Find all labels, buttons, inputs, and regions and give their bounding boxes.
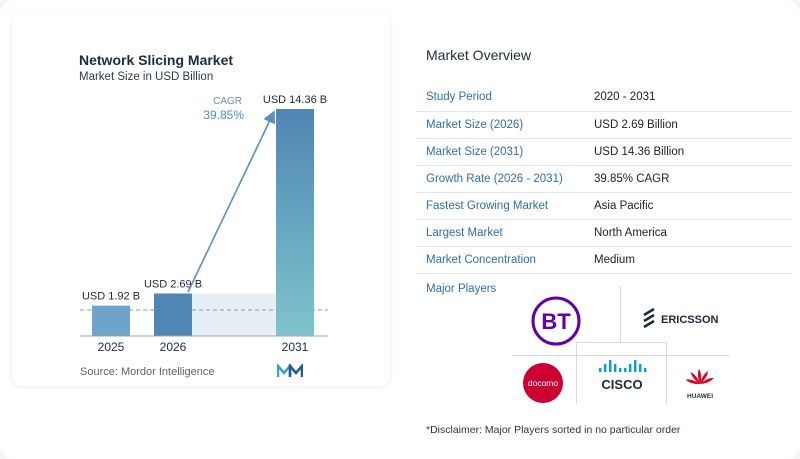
cisco-bar [639,364,642,372]
overview-key: Fastest Growing Market [416,192,584,220]
docomo-logo: docomo [523,363,563,403]
overview-key: Market Size (2031) [416,138,584,166]
x-tick-label-2025: 2025 [98,340,125,354]
overview-row: Market Size (2026) USD 2.69 Billion [416,111,792,139]
x-tick-label-2031: 2031 [282,340,309,354]
overview-row: Market Size (2031) USD 14.36 Billion [416,138,792,166]
disclaimer-text: *Disclaimer: Major Players sorted in no … [426,424,681,436]
overview-value: North America [584,219,792,247]
cisco-bar [599,368,602,372]
logo-divider [576,342,577,404]
cisco-bar [609,360,612,372]
overview-key: Growth Rate (2026 - 2031) [416,165,584,193]
growth-band [192,293,276,336]
overview-value: 39.85% CAGR [584,165,792,193]
value-label-2026: USD 2.69 B [144,278,202,290]
bar-2031 [276,109,314,336]
market-overview-table: Study Period 2020 - 2031 Market Size (2026… [416,84,792,274]
cagr-label: CAGR [213,96,242,107]
logo-divider [620,286,621,342]
x-tick-label-2026: 2026 [160,340,187,354]
overview-key: Study Period [416,84,584,112]
market-overview-title: Market Overview [426,47,532,63]
overview-value: Medium [584,246,792,274]
huawei-logo-text: HUAWEI [687,393,713,400]
cagr-value: 39.85% [203,108,244,122]
mordor-logo [277,364,303,377]
cisco-bar [619,368,622,372]
cisco-bar [624,368,627,372]
cagr-arrow [187,110,276,293]
value-label-2031: USD 14.36 B [263,94,327,106]
overview-value: 2020 - 2031 [584,84,792,112]
overview-row: Growth Rate (2026 - 2031) 39.85% CAGR [416,165,792,193]
overview-value: USD 14.36 Billion [584,138,792,166]
ericsson-logo-text: ERICSSON [661,314,719,326]
cisco-bar [644,368,647,372]
logo-divider [576,342,666,343]
logo-divider [512,355,730,356]
bar-2025 [92,305,130,336]
huawei-logo: HUAWEI [685,369,714,400]
overview-value: USD 2.69 Billion [584,111,792,139]
bt-logo-text: BT [541,309,571,334]
cisco-logo: CISCO [599,360,647,392]
chart-subtitle: Market Size in USD Billion [79,71,214,83]
logo-divider [666,342,667,404]
chart-title: Network Slicing Market [79,52,234,68]
overview-row: Fastest Growing Market Asia Pacific [416,192,792,220]
bt-logo: BT [531,296,581,346]
overview-key: Largest Market [416,219,584,247]
overview-key: Market Size (2026) [416,111,584,139]
cisco-bar [634,360,637,372]
docomo-logo-text: docomo [528,378,559,388]
overview-value: Asia Pacific [584,192,792,220]
cisco-bar [629,364,632,372]
overview-row: Study Period 2020 - 2031 [416,84,792,112]
overview-key: Market Concentration [416,246,584,274]
ericsson-logo: ERICSSON [643,307,719,329]
major-players-title: Major Players [426,283,497,295]
source-text: Source: Mordor Intelligence [80,366,215,378]
cisco-bar [604,364,607,372]
overview-row: Largest Market North America [416,219,792,247]
bar-2026 [154,293,192,336]
value-label-2025: USD 1.92 B [82,291,140,303]
cisco-logo-text: CISCO [601,377,642,392]
overview-row: Market Concentration Medium [416,246,792,274]
cisco-bar [614,364,617,372]
